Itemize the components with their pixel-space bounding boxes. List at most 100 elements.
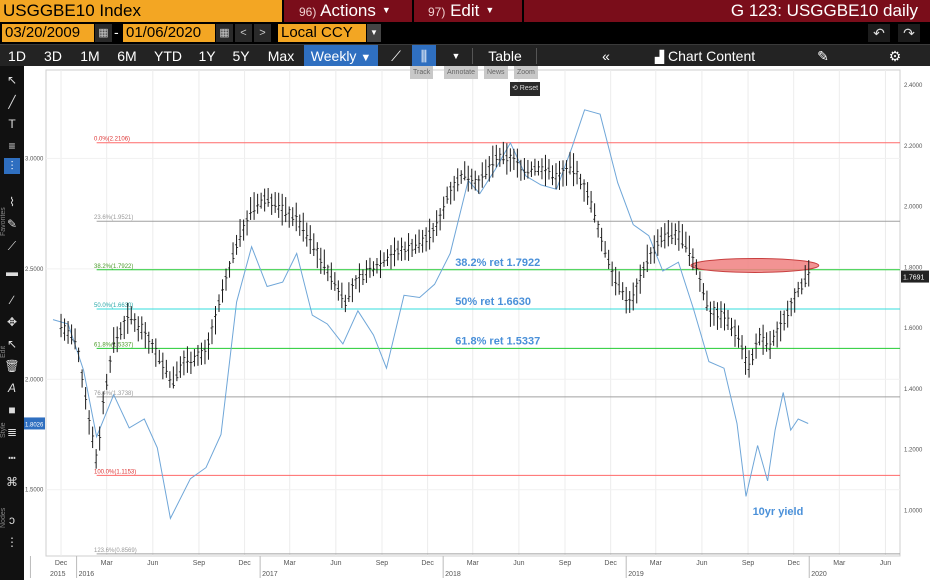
news-button[interactable]: News — [484, 66, 508, 79]
actions-menu-number: 96) — [299, 5, 317, 19]
chevron-down-icon: ▼ — [360, 52, 372, 64]
annotation-label: 61.8% ret 1.5337 — [455, 335, 540, 347]
font-icon[interactable]: A — [7, 381, 16, 395]
pen-icon[interactable]: ✎ — [6, 217, 18, 231]
calendar-icon[interactable]: ▦ — [95, 24, 112, 42]
x-tick-label: Dec — [55, 560, 68, 567]
ticker-label: USGGBE10 Index — [3, 1, 141, 20]
annotate-button[interactable]: Annotate — [444, 66, 479, 79]
reset-button[interactable]: ⟲ Reset — [510, 82, 540, 96]
x-tick-label: Mar — [467, 560, 480, 567]
pencil-icon[interactable]: ✎ — [817, 48, 829, 64]
edit-menu[interactable]: 97) Edit ▼ — [412, 0, 522, 22]
series-line-10yr-yield — [52, 109, 809, 520]
left-axis-tick-label: 1.5000 — [25, 488, 44, 494]
fib-level-label: 0.0%(2.2106) — [94, 137, 130, 143]
period-1y-button[interactable]: 1Y — [198, 48, 216, 64]
period-ytd-button[interactable]: YTD — [154, 48, 182, 64]
frequency-select[interactable]: Weekly ▼ — [304, 45, 378, 67]
price-chart[interactable]: Dec Mar Jun Sep Dec Mar Jun Sep Dec Mar Jun Sep Dec M… — [24, 66, 930, 580]
x-tick-label: Dec — [421, 560, 434, 567]
reset-icon: ⟲ — [511, 85, 518, 92]
chart-content-button[interactable]: ▟ Chart Content — [646, 45, 764, 67]
separator — [472, 48, 473, 64]
end-date-input[interactable]: 01/06/2020 — [123, 24, 215, 42]
chart-name: G 123: USGGBE10 daily — [522, 0, 930, 22]
annotation-label: 50% ret 1.6630 — [455, 296, 531, 308]
x-year-label: 2019 — [628, 571, 644, 578]
chevron-right-icon[interactable]: > — [254, 24, 271, 42]
chevron-down-icon[interactable]: ▼ — [367, 24, 381, 42]
cursor-icon[interactable]: ↖ — [6, 73, 18, 87]
select-icon[interactable]: ↖ — [6, 337, 18, 351]
actions-menu[interactable]: 96) Actions ▼ — [282, 0, 412, 22]
x-tick-label: Mar — [650, 560, 663, 567]
chevron-down-icon: ▼ — [485, 5, 495, 15]
frequency-label: Weekly — [310, 48, 357, 64]
text-tool-icon[interactable]: T — [8, 117, 16, 131]
link-icon[interactable]: ⌘ — [6, 475, 18, 489]
x-tick-label: Jun — [330, 560, 341, 567]
separator — [536, 48, 537, 64]
trash-icon[interactable]: 🗑 — [4, 359, 20, 373]
draw-icon[interactable]: ∕ — [10, 293, 13, 307]
right-axis-tick-label: 1.0000 — [904, 508, 923, 514]
line-draw-icon[interactable]: ╱ — [8, 95, 16, 109]
last-value-tag-left — [24, 417, 45, 430]
currency-select[interactable]: Local CCY — [278, 24, 366, 42]
x-tick-label: Mar — [284, 560, 297, 567]
line-style-icon[interactable]: ≣ — [6, 425, 18, 439]
left-axis-tick-label: 2.5000 — [25, 267, 44, 273]
fill-color-icon[interactable]: ■ — [8, 403, 16, 417]
gear-icon[interactable]: ⚙ — [888, 48, 902, 64]
nodes-icon[interactable]: ⋮ — [6, 535, 18, 549]
table-button[interactable]: Table — [488, 48, 522, 64]
dash-style-icon[interactable]: ┅ — [8, 451, 16, 465]
right-axis-tick-label: 2.4000 — [904, 83, 923, 89]
start-date-input[interactable]: 03/20/2009 — [2, 24, 94, 42]
last-value-right: 1.7691 — [903, 275, 925, 282]
redo-icon[interactable]: ↷ — [898, 24, 920, 42]
ruler-icon[interactable]: ▬ — [6, 265, 18, 279]
chevron-down-icon: ▼ — [381, 5, 391, 15]
curve-icon[interactable]: ↄ — [9, 513, 15, 527]
brush-icon[interactable]: ⌇ — [9, 195, 15, 209]
fib-level-label: 100.0%(1.1153) — [94, 469, 136, 475]
last-value-tag-right — [901, 270, 929, 283]
chart-content-icon: ▟ — [654, 50, 665, 64]
chevrons-icon[interactable]: « — [602, 48, 610, 64]
chevron-down-icon[interactable]: ▼ — [451, 51, 461, 61]
line-chart-icon[interactable]: ⟋ — [391, 48, 401, 64]
date-separator: - — [114, 24, 119, 40]
calendar-icon[interactable]: ▦ — [216, 24, 233, 42]
drawing-tools-panel: ↖ ╱ T ≡ ⫶ Favorites ⌇ ✎ ⟋ ▬ ∕ ✥ Edit ↖ 🗑… — [0, 66, 24, 580]
annotation-label: 10yr yield — [753, 506, 804, 518]
x-tick-label: Dec — [604, 560, 617, 567]
period-1m-button[interactable]: 1M — [80, 48, 100, 64]
period-3d-button[interactable]: 3D — [44, 48, 62, 64]
period-5y-button[interactable]: 5Y — [232, 48, 250, 64]
move-icon[interactable]: ✥ — [6, 315, 18, 329]
zoom-button[interactable]: Zoom — [514, 66, 538, 79]
x-tick-label: Sep — [193, 560, 206, 567]
period-max-button[interactable]: Max — [267, 48, 295, 64]
reset-label: Reset — [519, 85, 539, 92]
fibonacci-icon[interactable]: ⫶ — [4, 158, 20, 174]
channel-icon[interactable]: ≡ — [8, 139, 16, 153]
title-bar: USGGBE10 Index 96) Actions ▼ 97) Edit ▼ G … — [0, 0, 930, 22]
undo-icon[interactable]: ↶ — [868, 24, 890, 42]
period-1d-button[interactable]: 1D — [8, 48, 26, 64]
x-tick-label: Sep — [376, 560, 389, 567]
track-button[interactable]: Track — [410, 66, 434, 79]
chevron-left-icon[interactable]: < — [235, 24, 252, 42]
trendline-icon[interactable]: ⟋ — [7, 239, 17, 253]
bar-chart-icon[interactable]: ⫼ — [412, 45, 436, 67]
period-6m-button[interactable]: 6M — [117, 48, 137, 64]
last-value-left: 1.8026 — [25, 422, 44, 428]
x-year-label: 2017 — [262, 571, 278, 578]
right-axis-tick-label: 1.2000 — [904, 448, 923, 454]
ticker-field[interactable]: USGGBE10 Index — [0, 0, 282, 22]
right-axis-tick-label: 2.2000 — [904, 144, 923, 150]
x-year-label: 2018 — [445, 571, 461, 578]
